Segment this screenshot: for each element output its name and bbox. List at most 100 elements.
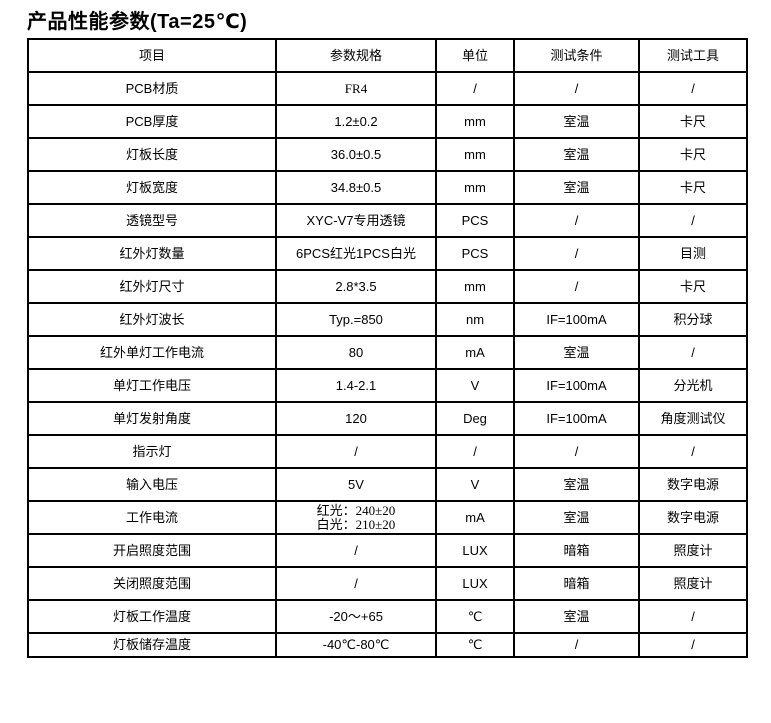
cell-item: 灯板宽度 xyxy=(27,170,277,205)
cell-condition: 暗箱 xyxy=(513,566,640,601)
cell-condition: / xyxy=(513,71,640,106)
cell-tool: 卡尺 xyxy=(638,170,748,205)
cell-unit: LUX xyxy=(435,566,515,601)
cell-spec: -20～+65 xyxy=(275,599,437,634)
cell-unit: ℃ xyxy=(435,632,515,658)
cell-tool: / xyxy=(638,599,748,634)
cell-item: 灯板工作温度 xyxy=(27,599,277,634)
cell-item: 红外灯波长 xyxy=(27,302,277,337)
cell-item: 开启照度范围 xyxy=(27,533,277,568)
cell-condition: / xyxy=(513,269,640,304)
cell-unit: LUX xyxy=(435,533,515,568)
cell-spec: FR4 xyxy=(275,71,437,106)
cell-item: 输入电压 xyxy=(27,467,277,502)
cell-condition: 室温 xyxy=(513,170,640,205)
cell-condition: / xyxy=(513,434,640,469)
cell-tool: 分光机 xyxy=(638,368,748,403)
cell-tool: 照度计 xyxy=(638,533,748,568)
table-row: 红外灯尺寸 2.8*3.5 mm / 卡尺 xyxy=(27,269,748,304)
cell-unit: nm xyxy=(435,302,515,337)
cell-unit: mm xyxy=(435,104,515,139)
header-item: 项目 xyxy=(27,38,277,73)
cell-tool: / xyxy=(638,335,748,370)
header-condition: 测试条件 xyxy=(513,38,640,73)
table-row: 透镜型号 XYC-V7专用透镜 PCS / / xyxy=(27,203,748,238)
cell-unit: / xyxy=(435,434,515,469)
cell-condition: 室温 xyxy=(513,467,640,502)
cell-item: PCB材质 xyxy=(27,71,277,106)
cell-condition: 暗箱 xyxy=(513,533,640,568)
cell-item: 灯板储存温度 xyxy=(27,632,277,658)
cell-tool: 积分球 xyxy=(638,302,748,337)
cell-item: 关闭照度范围 xyxy=(27,566,277,601)
cell-unit: mA xyxy=(435,335,515,370)
cell-condition: 室温 xyxy=(513,500,640,535)
cell-tool: / xyxy=(638,632,748,658)
table-row: 指示灯 / / / / xyxy=(27,434,748,469)
cell-item: 红外灯数量 xyxy=(27,236,277,271)
cell-tool: / xyxy=(638,203,748,238)
cell-tool: 目测 xyxy=(638,236,748,271)
cell-item: 灯板长度 xyxy=(27,137,277,172)
cell-unit: mA xyxy=(435,500,515,535)
table-row: 灯板长度 36.0±0.5 mm 室温 卡尺 xyxy=(27,137,748,172)
table-row: 红外灯数量 6PCS红光1PCS白光 PCS / 目测 xyxy=(27,236,748,271)
page-title: 产品性能参数(Ta=25℃) xyxy=(27,11,248,33)
table-row: 关闭照度范围 / LUX 暗箱 照度计 xyxy=(27,566,748,601)
table-row: 单灯发射角度 120 Deg IF=100mA 角度测试仪 xyxy=(27,401,748,436)
cell-condition: / xyxy=(513,203,640,238)
cell-item: 单灯工作电压 xyxy=(27,368,277,403)
cell-condition: IF=100mA xyxy=(513,302,640,337)
cell-condition: 室温 xyxy=(513,599,640,634)
cell-tool: 卡尺 xyxy=(638,104,748,139)
cell-condition: 室温 xyxy=(513,335,640,370)
header-row: 项目 参数规格 单位 测试条件 测试工具 xyxy=(27,38,748,73)
table-row: 红外单灯工作电流 80 mA 室温 / xyxy=(27,335,748,370)
table-row: 灯板工作温度 -20～+65 ℃ 室温 / xyxy=(27,599,748,634)
cell-spec: XYC-V7专用透镜 xyxy=(275,203,437,238)
cell-condition: / xyxy=(513,632,640,658)
cell-spec: / xyxy=(275,533,437,568)
table-row: 灯板宽度 34.8±0.5 mm 室温 卡尺 xyxy=(27,170,748,205)
cell-item: 单灯发射角度 xyxy=(27,401,277,436)
cell-condition: / xyxy=(513,236,640,271)
cell-spec: 2.8*3.5 xyxy=(275,269,437,304)
cell-spec: 1.2±0.2 xyxy=(275,104,437,139)
parameters-table: 项目 参数规格 单位 测试条件 测试工具 PCB材质 FR4// / PCB厚度 1.2±0.2 m… xyxy=(27,38,748,658)
cell-spec: -40℃-80℃ xyxy=(275,632,437,658)
cell-item: PCB厚度 xyxy=(27,104,277,139)
table-row: 开启照度范围 / LUX 暗箱 照度计 xyxy=(27,533,748,568)
cell-item: 红外灯尺寸 xyxy=(27,269,277,304)
cell-unit: PCS xyxy=(435,203,515,238)
cell-tool: / xyxy=(638,71,748,106)
table-row: PCB材质 FR4// / xyxy=(27,71,748,106)
cell-condition: 室温 xyxy=(513,137,640,172)
cell-spec: 36.0±0.5 xyxy=(275,137,437,172)
cell-spec: 红光：240±20 白光：210±20 xyxy=(275,500,437,535)
cell-item: 透镜型号 xyxy=(27,203,277,238)
cell-unit: / xyxy=(435,71,515,106)
table-row: 红外灯波长 Typ.=850 nm IF=100mA 积分球 xyxy=(27,302,748,337)
cell-tool: 数字电源 xyxy=(638,467,748,502)
table-row: 灯板储存温度 -40℃-80℃ ℃ / / xyxy=(27,632,748,658)
cell-spec: 120 xyxy=(275,401,437,436)
header-unit: 单位 xyxy=(435,38,515,73)
cell-spec: 34.8±0.5 xyxy=(275,170,437,205)
header-tool: 测试工具 xyxy=(638,38,748,73)
cell-spec: / xyxy=(275,566,437,601)
cell-unit: Deg xyxy=(435,401,515,436)
cell-condition: IF=100mA xyxy=(513,368,640,403)
cell-unit: mm xyxy=(435,269,515,304)
cell-unit: mm xyxy=(435,170,515,205)
header-spec: 参数规格 xyxy=(275,38,437,73)
cell-condition: 室温 xyxy=(513,104,640,139)
cell-tool: 卡尺 xyxy=(638,269,748,304)
cell-unit: ℃ xyxy=(435,599,515,634)
cell-unit: V xyxy=(435,467,515,502)
cell-item: 指示灯 xyxy=(27,434,277,469)
cell-item: 红外单灯工作电流 xyxy=(27,335,277,370)
cell-condition: IF=100mA xyxy=(513,401,640,436)
cell-unit: V xyxy=(435,368,515,403)
cell-spec: 1.4-2.1 xyxy=(275,368,437,403)
cell-spec: Typ.=850 xyxy=(275,302,437,337)
